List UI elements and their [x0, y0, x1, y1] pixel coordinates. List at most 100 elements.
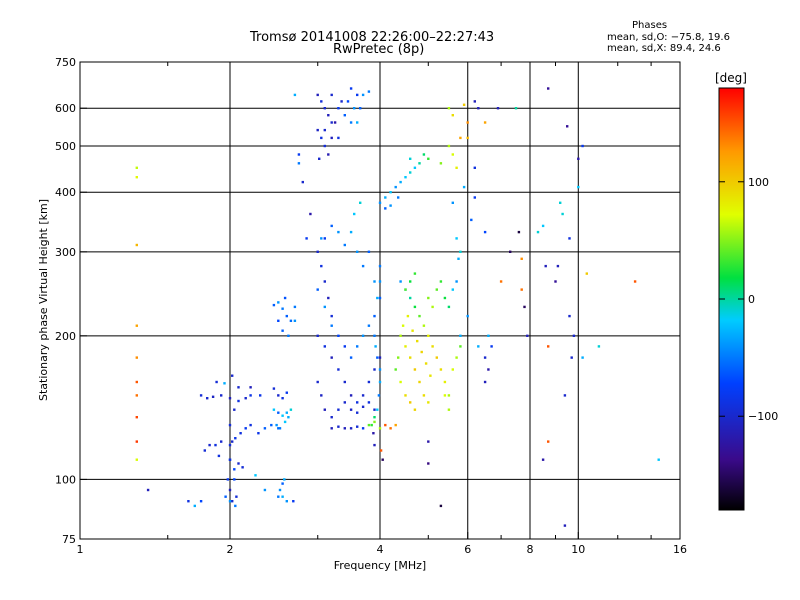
- data-point: [361, 394, 365, 397]
- data-point: [353, 212, 356, 216]
- data-point: [397, 196, 400, 199]
- data-point: [289, 319, 293, 322]
- data-point: [427, 334, 430, 337]
- data-point: [234, 504, 237, 508]
- data-point: [293, 319, 297, 322]
- data-point: [459, 334, 462, 337]
- y-tick-label: 600: [55, 102, 76, 115]
- data-point: [413, 166, 417, 169]
- data-point: [487, 368, 490, 371]
- data-point: [316, 334, 319, 337]
- data-point: [287, 334, 290, 337]
- data-point: [577, 157, 580, 160]
- data-point: [451, 114, 454, 117]
- data-point: [411, 329, 414, 332]
- data-point: [443, 394, 447, 397]
- data-point: [409, 401, 412, 404]
- data-point: [389, 427, 392, 430]
- data-point: [206, 397, 209, 400]
- data-point: [466, 314, 469, 318]
- data-point: [316, 93, 319, 97]
- data-point: [277, 411, 280, 414]
- data-point: [376, 356, 379, 359]
- data-point: [281, 307, 284, 310]
- data-point: [361, 93, 365, 97]
- data-point: [439, 280, 443, 283]
- data-point: [327, 114, 330, 117]
- data-point: [373, 314, 376, 318]
- data-point: [135, 324, 138, 327]
- data-point: [217, 454, 221, 458]
- data-point: [249, 386, 252, 389]
- data-point: [373, 334, 376, 337]
- data-point: [597, 345, 601, 348]
- data-point: [356, 345, 359, 348]
- data-point: [499, 280, 503, 283]
- data-point: [427, 401, 430, 404]
- y-tick-label: 400: [55, 186, 76, 199]
- data-point: [367, 250, 371, 253]
- data-point: [378, 356, 382, 359]
- data-point: [349, 121, 353, 124]
- data-point: [447, 144, 451, 148]
- data-point: [263, 427, 267, 430]
- data-point: [418, 380, 421, 384]
- data-point: [451, 368, 454, 371]
- data-point: [323, 237, 326, 240]
- data-point: [429, 374, 432, 377]
- data-point: [409, 296, 412, 300]
- phase-o-stats: mean, sd,O: −75.8, 19.6: [607, 32, 730, 43]
- data-point: [297, 162, 301, 165]
- data-point: [378, 201, 382, 204]
- data-point: [394, 368, 397, 371]
- data-point: [323, 144, 326, 148]
- data-point: [346, 100, 350, 103]
- data-point: [343, 401, 346, 404]
- data-point: [224, 495, 227, 498]
- data-point: [199, 394, 203, 397]
- data-point: [135, 394, 138, 397]
- data-point: [343, 243, 346, 247]
- data-point: [281, 482, 284, 485]
- data-point: [451, 201, 454, 204]
- data-point: [373, 420, 376, 424]
- data-point: [277, 301, 280, 304]
- data-point: [323, 305, 326, 309]
- phases-heading: Phases: [632, 20, 668, 31]
- data-point: [409, 280, 412, 283]
- data-point: [330, 416, 333, 419]
- data-point: [320, 237, 323, 240]
- data-point: [536, 230, 540, 234]
- data-point: [378, 264, 382, 268]
- x-axis-label: Frequency [MHz]: [334, 559, 426, 572]
- data-point: [356, 93, 359, 97]
- colorbar-frame: [718, 87, 745, 511]
- data-point: [239, 432, 242, 435]
- data-point: [356, 121, 359, 124]
- data-point: [384, 207, 387, 210]
- data-point: [272, 303, 276, 307]
- data-point: [277, 394, 280, 397]
- data-point: [283, 478, 286, 481]
- data-point: [359, 201, 362, 204]
- data-point: [404, 288, 407, 291]
- data-point: [333, 121, 337, 124]
- data-point: [477, 107, 480, 110]
- data-point: [514, 107, 518, 110]
- data-point: [231, 440, 234, 443]
- data-point: [424, 362, 428, 365]
- data-point: [323, 128, 326, 132]
- data-point: [373, 443, 376, 447]
- data-point: [349, 394, 353, 397]
- data-point: [483, 121, 487, 124]
- data-point: [389, 191, 392, 194]
- data-point: [373, 416, 376, 419]
- data-point: [323, 345, 326, 348]
- data-point: [281, 329, 284, 332]
- data-point: [297, 153, 301, 156]
- data-point: [254, 474, 257, 477]
- data-point: [459, 250, 462, 253]
- data-point: [427, 440, 430, 443]
- chart-title: Tromsø 20141008 22:26:00–22:27:43: [250, 30, 495, 45]
- colorbar-tick-label: −100: [748, 410, 778, 423]
